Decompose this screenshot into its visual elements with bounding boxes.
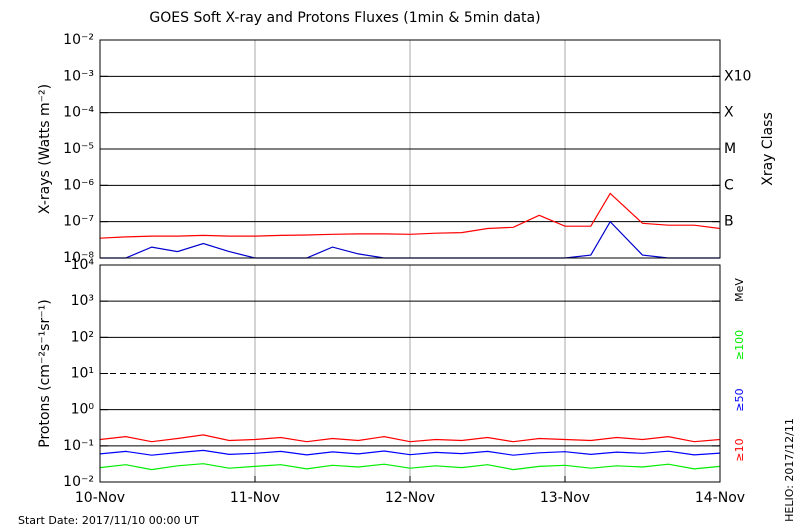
legend-label: ≥10 [733, 438, 746, 461]
y-tick-label: 10⁻⁵ [63, 141, 94, 157]
x-tick-label: 11-Nov [230, 490, 280, 506]
class-label: C [724, 177, 734, 193]
class-label: X [724, 105, 734, 121]
start-date: Start Date: 2017/11/10 00:00 UT [18, 514, 199, 527]
series-line [99, 192, 721, 239]
y-tick-label: 10⁻³ [63, 68, 94, 84]
x-tick-label: 14-Nov [695, 490, 745, 506]
y-tick-label: 10⁻⁶ [63, 177, 94, 193]
y-tick-label: 10⁻⁴ [63, 105, 94, 121]
right-axis-label: Xray Class [760, 112, 776, 186]
y-tick-label: 10⁻¹ [63, 438, 94, 454]
legend-label: ≥50 [733, 388, 746, 411]
y-tick-label: 10⁰ [71, 402, 95, 418]
y-tick-label: 10⁻² [63, 32, 94, 48]
y-axis-label: Protons (cm⁻²s⁻¹sr⁻¹) [37, 299, 53, 448]
y-tick-label: 10² [71, 329, 94, 345]
right-axis-label: MeV [733, 278, 746, 302]
class-label: M [724, 141, 736, 157]
y-axis-label: X-rays (Watts m⁻²) [37, 84, 53, 214]
y-tick-label: 10⁻⁸ [63, 250, 94, 266]
series-line [99, 463, 721, 471]
x-tick-label: 10-Nov [75, 490, 125, 506]
helio-date: HELIO: 2017/12/11 [783, 418, 796, 522]
x-tick-label: 13-Nov [540, 490, 590, 506]
y-tick-label: 10¹ [71, 366, 94, 382]
series-line [99, 449, 721, 456]
series-line [99, 434, 721, 443]
y-tick-label: 10⁴ [71, 257, 95, 273]
class-label: B [724, 214, 734, 230]
legend-label: ≥100 [733, 330, 746, 360]
chart-title: GOES Soft X-ray and Protons Fluxes (1min… [149, 10, 540, 26]
y-tick-label: 10³ [71, 293, 94, 309]
y-tick-label: 10⁻⁷ [63, 214, 94, 230]
class-label: X10 [724, 68, 751, 84]
plot-frame [99, 39, 721, 259]
y-tick-label: 10⁻² [63, 474, 94, 490]
x-tick-label: 12-Nov [385, 490, 435, 506]
